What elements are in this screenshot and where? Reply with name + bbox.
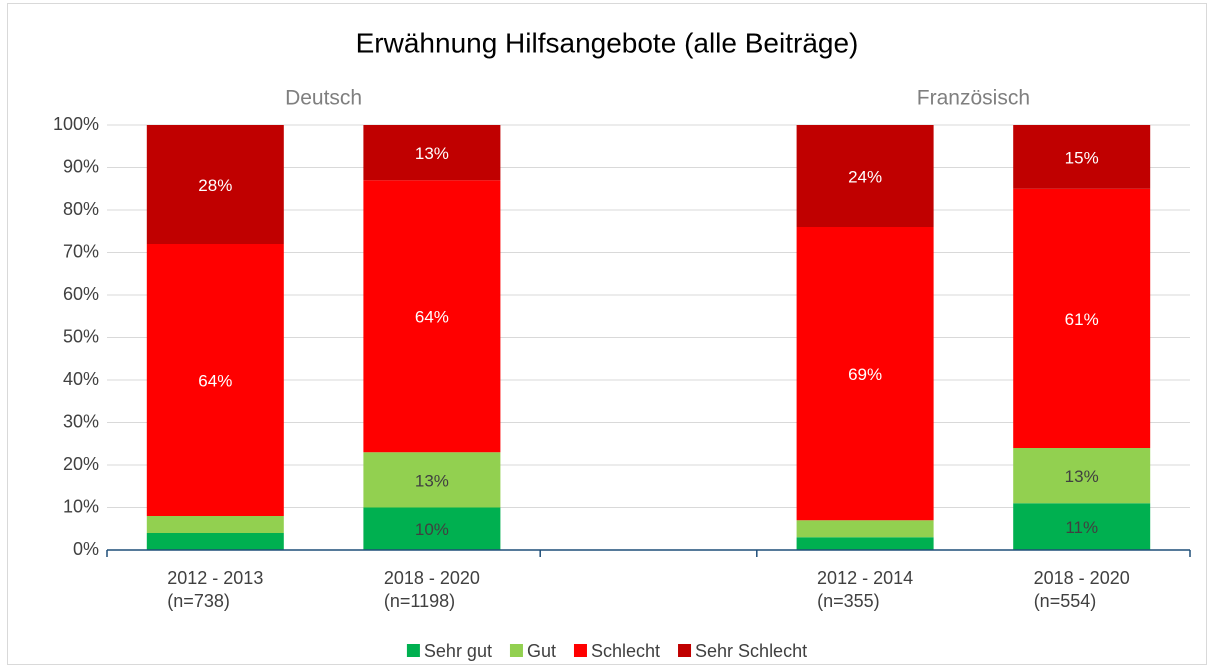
y-tick-label: 70% — [63, 241, 99, 261]
bar-segment — [146, 244, 284, 516]
bar-segment — [363, 125, 501, 181]
y-tick-label: 50% — [63, 326, 99, 346]
data-label: 64% — [415, 308, 449, 327]
data-label: 69% — [848, 365, 882, 384]
bar-segment — [796, 537, 934, 550]
data-label: 28% — [198, 176, 232, 195]
y-tick-label: 100% — [53, 114, 99, 134]
group-label: Deutsch — [285, 87, 362, 110]
y-tick-label: 80% — [63, 199, 99, 219]
x-tick-label: 2012 - 2013 — [167, 568, 263, 588]
x-tick-label: (n=738) — [167, 591, 230, 611]
y-tick-label: 30% — [63, 411, 99, 431]
x-tick-label: (n=355) — [817, 591, 880, 611]
bar-segment — [146, 533, 284, 550]
x-tick-label: 2018 - 2020 — [1034, 568, 1130, 588]
bar-segment — [146, 125, 284, 244]
legend: Sehr gut Gut Schlecht Sehr Schlecht — [406, 641, 807, 661]
x-tick-label: 2018 - 2020 — [384, 568, 480, 588]
data-label: 24% — [848, 167, 882, 186]
y-tick-label: 0% — [73, 539, 99, 559]
data-label: 13% — [415, 144, 449, 163]
legend-label: Sehr Schlecht — [695, 641, 807, 661]
data-label: 11% — [1065, 518, 1098, 537]
data-label: 13% — [415, 471, 449, 490]
y-tick-label: 40% — [63, 369, 99, 389]
group-label: Französisch — [917, 87, 1030, 110]
legend-swatch — [678, 644, 692, 657]
chart-title: Erwähnung Hilfsangebote (alle Beiträge) — [356, 27, 859, 58]
bar-segment — [363, 180, 501, 453]
legend-swatch — [509, 644, 523, 657]
legend-label: Gut — [527, 641, 556, 661]
bar-segment — [363, 507, 501, 550]
legend-swatch — [406, 644, 420, 657]
bar-segment — [363, 452, 501, 508]
bar-segment — [1013, 125, 1151, 189]
bar-segment — [1013, 503, 1151, 550]
legend-label: Sehr gut — [424, 641, 492, 661]
x-tick-label: 2012 - 2014 — [817, 568, 913, 588]
y-tick-label: 20% — [63, 454, 99, 474]
bar-segment — [796, 520, 934, 538]
y-tick-label: 90% — [63, 156, 99, 176]
bar-segment — [146, 516, 284, 533]
bar-segment — [1013, 188, 1151, 448]
y-tick-label: 10% — [63, 496, 99, 516]
data-label: 13% — [1065, 467, 1099, 486]
bar-segment — [796, 125, 934, 227]
legend-swatch — [573, 644, 587, 657]
x-tick-label: (n=1198) — [384, 591, 455, 611]
y-tick-label: 60% — [63, 284, 99, 304]
data-label: 64% — [198, 371, 232, 390]
data-label: 61% — [1065, 310, 1099, 329]
legend-label: Schlecht — [591, 641, 660, 661]
data-label: 15% — [1065, 148, 1099, 167]
x-tick-label: (n=554) — [1034, 591, 1097, 611]
data-label: 10% — [415, 520, 449, 539]
bar-segment — [796, 227, 934, 521]
bar-segment — [1013, 448, 1151, 504]
